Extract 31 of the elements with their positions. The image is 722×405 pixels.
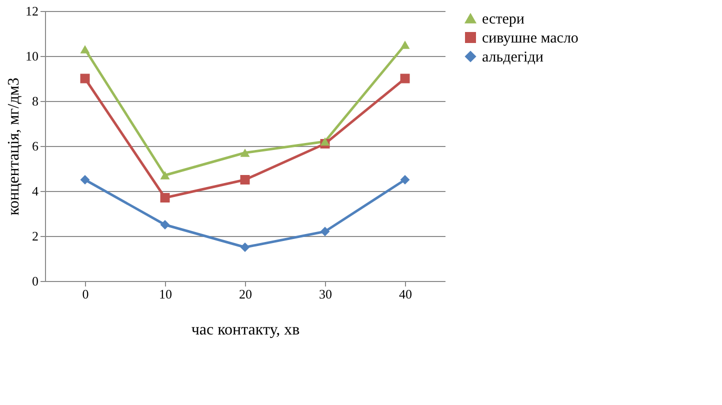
point xyxy=(160,193,170,202)
point xyxy=(240,148,250,157)
x-tick-label: 10 xyxy=(159,286,172,302)
y-tick-label: 2 xyxy=(32,228,38,244)
y-tick-label: 4 xyxy=(32,184,39,198)
x-axis-title: час контакту, хв xyxy=(191,322,300,338)
point xyxy=(320,137,330,146)
point xyxy=(80,74,90,84)
point xyxy=(400,175,410,184)
x-tick-label: 20 xyxy=(239,286,252,302)
point xyxy=(320,226,330,236)
y-tick-label: 8 xyxy=(32,94,38,108)
point xyxy=(240,175,250,184)
point xyxy=(80,45,90,54)
x-tick-label: 40 xyxy=(399,286,412,302)
point xyxy=(160,220,170,230)
point xyxy=(80,175,90,184)
point xyxy=(240,242,250,252)
y-tick-label: 10 xyxy=(26,48,38,64)
y-axis-title: концентація, мг/дм3 xyxy=(6,78,22,216)
point xyxy=(400,40,410,49)
x-tick-label: 30 xyxy=(319,286,332,302)
legend-label: естери xyxy=(482,12,524,28)
legend-label: сивушне масло xyxy=(482,30,578,46)
point xyxy=(400,74,410,84)
y-tick-label: 12 xyxy=(26,4,38,18)
point xyxy=(160,171,170,180)
x-tick-label: 0 xyxy=(82,286,89,302)
y-tick-label: 0 xyxy=(32,274,38,288)
y-tick-label: 6 xyxy=(32,138,39,154)
legend-label: альдегіди xyxy=(482,50,544,66)
